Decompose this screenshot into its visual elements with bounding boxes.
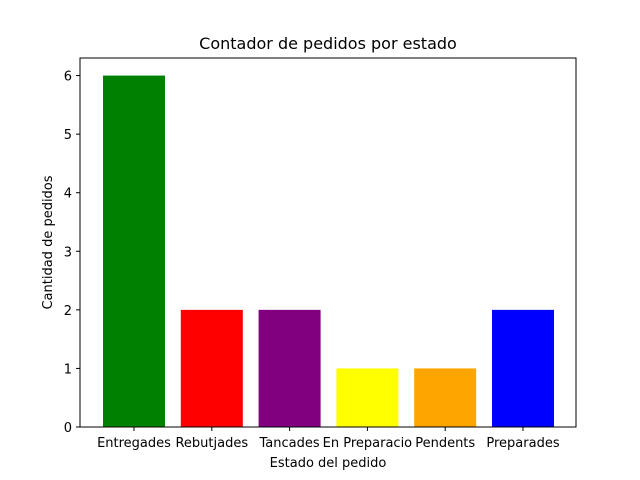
y-tick-label: 5	[64, 128, 72, 143]
y-tick-label: 6	[64, 70, 72, 85]
y-tick-label: 2	[64, 304, 72, 319]
y-tick-label: 0	[64, 421, 72, 436]
bar-preparades	[492, 309, 554, 427]
y-tick-label: 4	[64, 187, 72, 202]
x-axis-label: Estado del pedido	[270, 456, 387, 471]
bar-entregades	[103, 75, 165, 428]
y-tick-label: 1	[64, 362, 72, 377]
x-tick-label: Rebutjades	[175, 436, 248, 451]
ticks-layer: Entregades Rebutjades Tancades En Preparaci…	[64, 70, 560, 451]
bar-tancades	[258, 309, 321, 427]
chart-title: Contador de pedidos por estado	[199, 34, 457, 53]
x-tick-label: Pendents	[415, 436, 475, 451]
x-tick-label: En Preparacio	[323, 436, 413, 451]
plot-frame	[79, 57, 577, 428]
y-axis-label: Cantidad de pedidos	[41, 175, 56, 309]
bar-en-preparacio	[336, 368, 399, 427]
bar-pendents	[414, 368, 477, 427]
bar-rebutjades	[180, 309, 243, 427]
bars-layer	[103, 75, 554, 428]
y-tick-label: 3	[64, 245, 72, 260]
x-tick-label: Tancades	[259, 436, 320, 451]
x-tick-label: Preparades	[486, 436, 559, 451]
x-tick-label: Entregades	[97, 436, 171, 451]
